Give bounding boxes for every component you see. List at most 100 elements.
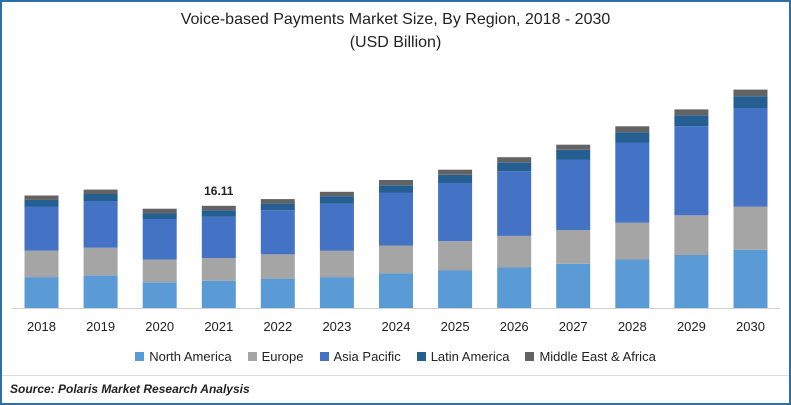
x-tick-label: 2024 [382,319,411,334]
legend-label: Middle East & Africa [539,349,656,364]
legend-label: Europe [261,349,304,364]
data-label: 16.11 [204,184,234,198]
bar-segment-2030-4 [733,89,768,97]
bar-segment-2028-3 [615,132,650,143]
legend-swatch [319,352,329,361]
bar-segment-2025-1 [438,241,473,271]
bar-segment-2018-2 [24,206,59,251]
x-tick-label: 2018 [27,319,56,334]
bar-segment-2020-3 [142,213,177,219]
bar-segment-2024-1 [379,245,413,274]
legend-item: Middle East & Africa [525,349,656,364]
bar-segment-2019-0 [83,275,118,308]
x-tick-label: 2027 [559,319,588,334]
bar-segment-2030-1 [733,206,768,250]
bar-segment-2019-1 [83,247,118,276]
footer-divider [2,375,789,376]
bar-segment-2029-2 [674,126,709,216]
bar-segment-2025-0 [438,270,473,308]
source-note: Source: Polaris Market Research Analysis [10,382,250,396]
bar-segment-2020-1 [142,259,177,283]
bar-segment-2022-0 [260,278,295,308]
x-tick-label: 2022 [263,319,292,334]
x-tick-label: 2020 [145,319,174,334]
bar-segment-2022-1 [260,254,295,279]
legend-item: Latin America [416,349,510,364]
bar-segment-2027-4 [556,144,591,150]
legend-swatch [525,352,535,361]
bar-segment-2027-3 [556,149,591,160]
chart-subtitle: (USD Billion) [349,34,442,51]
bar-segment-2023-0 [319,277,354,308]
bar-segment-2026-2 [497,171,532,236]
legend-swatch [247,352,257,361]
x-tick-label: 2023 [322,319,351,334]
bar-segment-2025-4 [438,169,473,175]
bar-segment-2023-3 [319,196,354,204]
bar-segment-2029-0 [674,255,709,308]
bar-segment-2021-1 [201,258,236,281]
x-tick-label: 2025 [441,319,470,334]
chart-title: Voice-based Payments Market Size, By Reg… [180,11,611,28]
bar-segment-2030-2 [733,107,768,207]
bar-segment-2026-3 [497,162,532,172]
bar-segment-2028-4 [615,126,650,133]
legend-swatch [416,352,426,361]
bar-segment-2022-3 [260,203,295,211]
legend-item: Europe [247,349,304,364]
bar-segment-2030-3 [733,96,768,108]
bar-segment-2022-2 [260,210,295,255]
bar-segment-2020-2 [142,219,177,260]
bar-segment-2025-2 [438,183,473,242]
bar-segment-2029-1 [674,215,709,255]
legend-swatch [135,352,145,361]
bar-segment-2024-3 [379,185,413,193]
bar-segment-2021-2 [201,216,236,258]
x-tick-label: 2029 [677,319,706,334]
bar-segment-2021-4 [201,205,236,211]
x-tick-label: 2028 [618,319,647,334]
x-tick-label: 2019 [86,319,115,334]
bar-segment-2018-3 [24,199,59,207]
bar-segment-2023-4 [319,191,354,197]
bar-segment-2018-0 [24,277,59,308]
bar-segment-2021-3 [201,210,236,217]
bar-segment-2024-4 [379,180,413,186]
legend-label: Asia Pacific [333,349,401,364]
legend-label: North America [149,349,232,364]
bar-segment-2023-1 [319,250,354,278]
bar-segment-2026-1 [497,235,532,268]
bar-segment-2027-1 [556,230,591,264]
bar-segment-2029-3 [674,115,709,127]
bar-segment-2019-2 [83,201,118,248]
bar-segment-2026-4 [497,157,532,163]
legend-item: North America [135,349,232,364]
bar-segment-2028-1 [615,222,650,260]
bar-segment-2026-0 [497,267,532,308]
legend-item: Asia Pacific [319,349,401,364]
bar-segment-2020-0 [142,282,177,308]
bar-segment-2028-2 [615,142,650,223]
bar-segment-2024-2 [379,192,413,246]
bar-segment-2021-0 [201,280,236,308]
bar-segment-2027-2 [556,159,591,230]
bar-segment-2024-0 [379,273,413,308]
bar-segment-2019-4 [83,189,118,194]
bar-segment-2022-4 [260,199,295,204]
bar-segment-2030-0 [733,249,768,308]
chart-legend: North America Europe Asia Pacific Latin Ame… [0,349,791,364]
bar-segment-2025-3 [438,174,473,183]
x-tick-label: 2026 [500,319,529,334]
bar-segment-2028-0 [615,259,650,308]
x-tick-label: 2021 [204,319,233,334]
legend-label: Latin America [430,349,510,364]
bar-segment-2018-1 [24,250,59,278]
bar-segment-2019-3 [83,194,118,202]
bar-segment-2029-4 [674,109,709,116]
x-tick-label: 2030 [736,319,765,334]
bar-segment-2020-4 [142,208,177,214]
bar-segment-2027-0 [556,263,591,308]
bar-segment-2023-2 [319,203,354,251]
bar-segment-2018-4 [24,195,59,200]
